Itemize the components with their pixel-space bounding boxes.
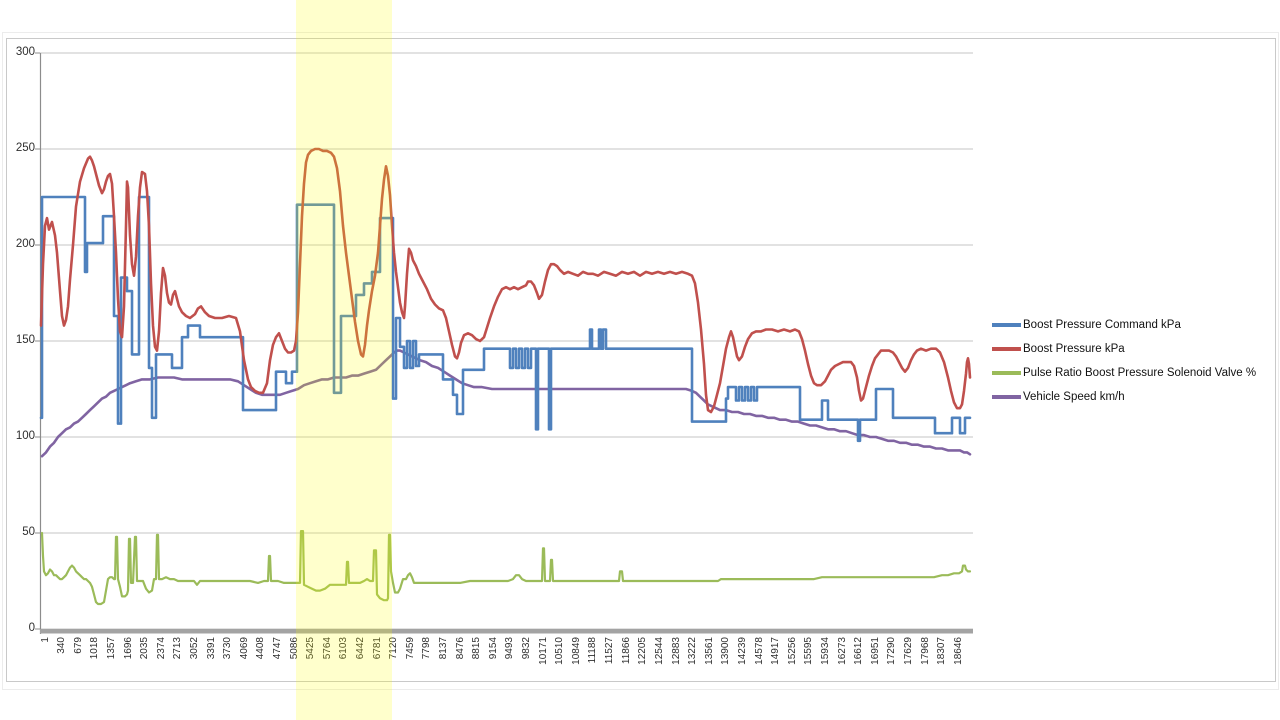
x-tick-label[interactable]: 7798 (421, 637, 433, 660)
x-tick-label[interactable]: 7459 (404, 637, 416, 660)
legend-item[interactable]: Pulse Ratio Boost Pressure Solenoid Valv… (992, 365, 1256, 381)
x-tick-label[interactable]: 15934 (819, 637, 831, 665)
x-tick-label[interactable]: 5086 (288, 637, 300, 660)
x-tick-label[interactable]: 8815 (471, 637, 483, 660)
x-tick-label[interactable]: 8137 (438, 637, 450, 660)
x-tick-label[interactable]: 6781 (371, 637, 383, 660)
x-tick-label[interactable]: 7120 (388, 637, 400, 660)
y-tick-label[interactable]: 200 (15, 238, 35, 250)
legend-swatch-line (992, 323, 1021, 327)
x-tick-label[interactable]: 679 (72, 637, 84, 654)
x-tick-label[interactable]: 14917 (770, 637, 782, 665)
x-tick-label[interactable]: 16273 (836, 637, 848, 665)
x-tick-label[interactable]: 6442 (355, 637, 366, 660)
y-tick-label[interactable]: 0 (28, 622, 35, 634)
x-tick-label[interactable]: 15256 (786, 637, 798, 665)
x-tick-label[interactable]: 3391 (205, 637, 217, 660)
x-tick-label[interactable]: 16951 (869, 637, 881, 665)
legend-label: Boost Pressure Command kPa (1023, 319, 1181, 331)
x-tick-label[interactable]: 17629 (902, 637, 914, 665)
x-tick-label[interactable]: 4069 (238, 637, 250, 660)
chart-area[interactable] (6, 38, 1276, 682)
legend-swatch-line (992, 347, 1021, 351)
legend-label: Pulse Ratio Boost Pressure Solenoid Valv… (1023, 367, 1257, 379)
x-tick-label[interactable]: 1018 (89, 637, 101, 660)
x-tick-label[interactable]: 9832 (521, 637, 533, 660)
y-tick-label[interactable]: 300 (15, 46, 35, 58)
x-tick-label[interactable]: 8476 (454, 637, 466, 660)
x-tick-label[interactable]: 17968 (919, 637, 931, 665)
series-vehicle-speed-km-h[interactable] (40, 349, 972, 458)
x-tick-label[interactable]: 11527 (604, 637, 616, 665)
series-boost-pressure-command-kpa[interactable] (39, 195, 972, 443)
x-tick-label[interactable]: 13561 (703, 637, 715, 665)
x-tick-label[interactable]: 10171 (537, 637, 549, 665)
legend-item[interactable]: Vehicle Speed km/h (992, 389, 1125, 405)
x-tick-label[interactable]: 18646 (952, 637, 964, 665)
legend-item[interactable]: Boost Pressure kPa (992, 341, 1125, 357)
x-tick-label[interactable]: 4408 (255, 637, 267, 660)
x-tick-label[interactable]: 18307 (936, 637, 948, 665)
x-tick-label[interactable]: 1357 (105, 637, 117, 660)
legend-item[interactable]: Boost Pressure Command kPa (992, 317, 1181, 333)
x-tick-label[interactable]: 14578 (753, 637, 765, 665)
legend-swatch-line (992, 371, 1021, 375)
x-tick-label[interactable]: 11188 (587, 637, 599, 664)
x-tick-label[interactable]: 14239 (736, 637, 748, 665)
x-tick-label[interactable]: 1 (39, 637, 51, 643)
legend-swatch-line (992, 395, 1021, 399)
x-tick-label[interactable]: 12883 (670, 637, 682, 665)
x-tick-label[interactable]: 1696 (122, 637, 134, 660)
x-tick-label[interactable]: 12205 (637, 637, 649, 665)
chart-object-outline (2, 32, 1279, 690)
x-tick-label[interactable]: 4747 (271, 637, 283, 660)
x-axis-line (40, 629, 973, 634)
series-boost-pressure-kpa[interactable] (39, 147, 972, 414)
x-tick-label[interactable]: 12544 (653, 637, 665, 665)
x-tick-label[interactable]: 3052 (188, 637, 200, 660)
x-tick-label[interactable]: 6103 (338, 637, 350, 660)
x-tick-label[interactable]: 9493 (504, 637, 516, 660)
y-tick-label[interactable]: 150 (15, 334, 35, 346)
x-tick-label[interactable]: 2374 (155, 637, 167, 660)
series-pulse-ratio-boost-pressure-solenoid-valve-[interactable] (40, 529, 972, 606)
x-tick-label[interactable]: 340 (56, 637, 68, 654)
x-tick-label[interactable]: 16612 (853, 637, 865, 665)
x-tick-label[interactable]: 13900 (720, 637, 732, 665)
x-tick-label[interactable]: 3730 (222, 637, 234, 660)
x-tick-label[interactable]: 11866 (620, 637, 632, 665)
x-tick-label[interactable]: 13222 (687, 637, 699, 665)
x-tick-label[interactable]: 15595 (803, 637, 815, 665)
legend-label: Boost Pressure kPa (1023, 343, 1125, 355)
legend-label: Vehicle Speed km/h (1023, 391, 1125, 403)
x-tick-label[interactable]: 17290 (886, 637, 898, 665)
y-tick-label[interactable]: 100 (15, 430, 35, 442)
x-tick-label[interactable]: 10849 (570, 637, 582, 665)
y-tick-label[interactable]: 250 (15, 142, 35, 154)
x-tick-label[interactable]: 9154 (487, 637, 499, 660)
x-tick-label[interactable]: 5425 (305, 637, 317, 660)
y-tick-label[interactable]: 50 (22, 526, 35, 538)
x-tick-label[interactable]: 2713 (172, 637, 184, 660)
x-tick-label[interactable]: 2035 (139, 637, 151, 660)
x-tick-label[interactable]: 10510 (554, 637, 566, 665)
x-tick-label[interactable]: 5764 (321, 637, 333, 660)
